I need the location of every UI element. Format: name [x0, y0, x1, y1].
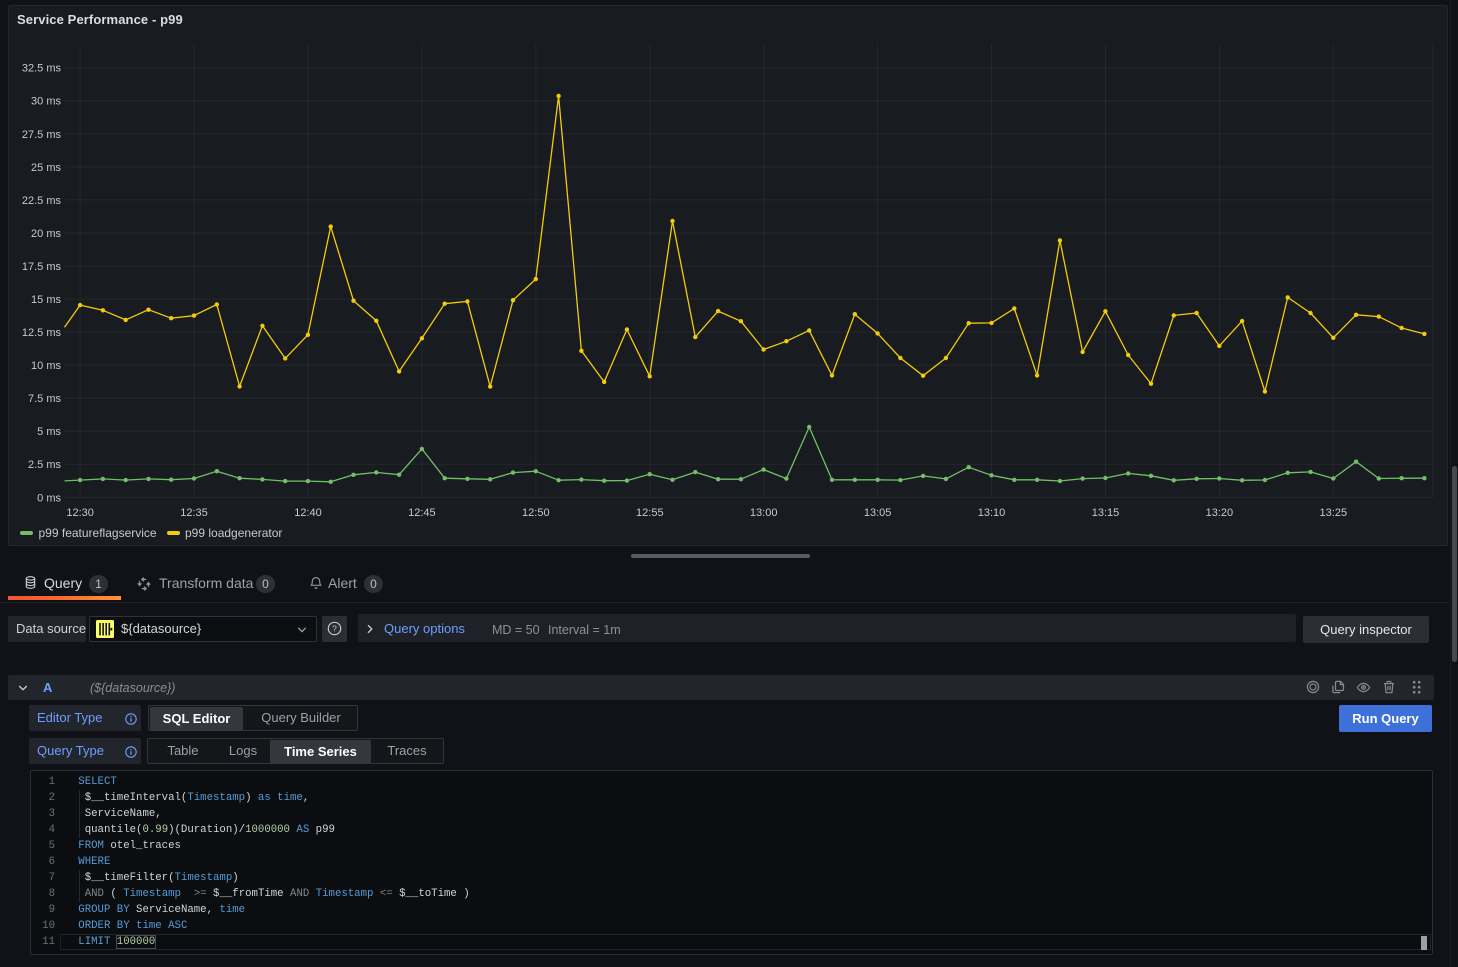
svg-text:27.5 ms: 27.5 ms [22, 129, 62, 141]
svg-text:5 ms: 5 ms [37, 426, 61, 438]
svg-text:12:50: 12:50 [522, 507, 550, 519]
svg-text:12:55: 12:55 [636, 507, 664, 519]
svg-text:17.5 ms: 17.5 ms [22, 261, 62, 273]
svg-text:25 ms: 25 ms [31, 162, 61, 174]
svg-text:15 ms: 15 ms [31, 294, 61, 306]
svg-text:13:20: 13:20 [1206, 507, 1234, 519]
svg-text:13:25: 13:25 [1320, 507, 1348, 519]
svg-text:13:10: 13:10 [978, 507, 1006, 519]
svg-text:7.5 ms: 7.5 ms [28, 393, 62, 405]
svg-text:12:30: 12:30 [66, 507, 94, 519]
svg-text:20 ms: 20 ms [31, 228, 61, 240]
svg-text:13:15: 13:15 [1092, 507, 1120, 519]
svg-text:12:40: 12:40 [294, 507, 322, 519]
svg-text:13:05: 13:05 [864, 507, 892, 519]
svg-text:12:35: 12:35 [180, 507, 208, 519]
svg-text:10 ms: 10 ms [31, 360, 61, 372]
svg-text:30 ms: 30 ms [31, 96, 61, 108]
svg-text:12.5 ms: 12.5 ms [22, 327, 62, 339]
svg-text:0 ms: 0 ms [37, 492, 61, 504]
svg-text:12:45: 12:45 [408, 507, 436, 519]
svg-text:13:00: 13:00 [750, 507, 778, 519]
svg-text:2.5 ms: 2.5 ms [28, 459, 62, 471]
svg-text:32.5 ms: 32.5 ms [22, 63, 62, 75]
svg-text:?: ? [332, 623, 337, 633]
svg-text:22.5 ms: 22.5 ms [22, 195, 62, 207]
